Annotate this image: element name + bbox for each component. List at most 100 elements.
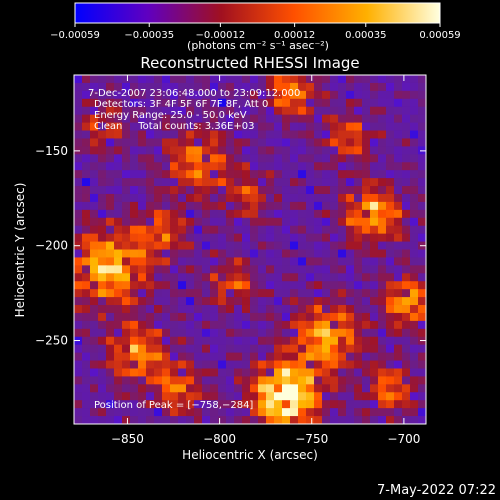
heatmap-cell [98,146,107,155]
heatmap-cell [306,320,315,330]
heatmap-cell [410,400,419,409]
heatmap-cell [122,106,131,116]
heatmap-cell [194,217,203,227]
heatmap-cell [282,82,291,92]
heatmap-cell [250,233,259,243]
heatmap-cell [378,233,387,243]
heatmap-cell [250,392,259,401]
heatmap-cell [138,416,147,424]
heatmap-cell [346,289,355,298]
heatmap-cell [242,138,251,147]
heatmap-cell [354,90,363,100]
heatmap-cell [74,344,83,354]
heatmap-cell [402,106,411,116]
heatmap-cell [402,312,411,322]
heatmap-cell [290,106,299,116]
heatmap-cell [282,344,291,354]
heatmap-cell [370,225,379,235]
heatmap-cell [194,392,203,401]
heatmap-cell [178,138,187,147]
heatmap-cell [242,368,251,377]
heatmap-cell [314,162,323,171]
heatmap-cell [98,138,107,147]
colorbar-ticks: −0.00059 −0.00035 −0.00012 0.00012 0.00035 0.… [50,23,461,41]
heatmap-cell [274,289,283,298]
heatmap-cell [346,257,355,266]
heatmap-cell [290,257,299,266]
heatmap-cell [386,154,395,163]
heatmap-cell [362,154,371,163]
heatmap-cell [354,114,363,124]
heatmap-cell [186,193,195,203]
heatmap-cell [410,336,419,346]
heatmap-cell [154,106,163,116]
heatmap-cell [354,416,363,424]
heatmap-cell [226,392,235,401]
heatmap-cell [354,98,363,108]
heatmap-cell [418,400,426,409]
heatmap-cell [322,376,331,385]
heatmap-cell [418,297,426,306]
heatmap-cell [354,384,363,393]
heatmap-cell [338,225,347,235]
heatmap-cell [338,201,347,211]
heatmap-cell [418,320,426,330]
heatmap-cell [258,233,267,243]
heatmap-cell [186,106,195,116]
heatmap-cell [266,352,275,362]
heatmap-cell [74,305,83,314]
heatmap-cell [106,368,115,377]
heatmap-cell [186,273,195,282]
heatmap-cell [130,217,139,227]
heatmap-cell [154,82,163,92]
heatmap-cell [378,170,387,179]
heatmap-cell [106,336,115,346]
heatmap-cell [418,408,426,417]
heatmap-cell [338,376,347,385]
heatmap-cell [322,360,331,369]
heatmap-cell [362,257,371,266]
heatmap-cell [130,201,139,211]
heatmap-cell [186,130,195,139]
heatmap-cell [322,352,331,362]
heatmap-cell [122,376,131,385]
heatmap-cell [90,106,99,116]
heatmap-cell [330,114,339,124]
heatmap-cell [362,336,371,346]
heatmap-cell [146,336,155,346]
heatmap-cell [338,249,347,258]
heatmap-cell [354,146,363,155]
heatmap-cell [338,154,347,163]
heatmap-cell [226,305,235,314]
heatmap-cell [202,217,211,227]
x-axis-label: Heliocentric X (arcsec) [182,448,318,462]
heatmap-cell [170,122,179,132]
heatmap-cell [346,281,355,290]
heatmap-cell [194,408,203,417]
heatmap-cell [98,98,107,108]
heatmap-cell [346,82,355,92]
heatmap-cell [186,281,195,290]
heatmap-cell [154,241,163,250]
heatmap-cell [378,82,387,92]
heatmap-cell [218,170,227,179]
heatmap-cell [266,162,275,171]
heatmap-cell [146,305,155,314]
heatmap-cell [106,75,115,84]
heatmap-cell [130,305,139,314]
heatmap-cell [282,257,291,266]
heatmap-cell [122,273,131,282]
heatmap-cell [330,138,339,147]
heatmap-cell [346,328,355,338]
heatmap-cell [218,75,227,84]
heatmap-cell [162,106,171,116]
heatmap-cell [394,273,403,282]
heatmap-cell [178,344,187,354]
heatmap-cell [394,241,403,250]
heatmap-cell [114,98,123,108]
heatmap-cell [146,98,155,108]
heatmap-cell [122,336,131,346]
heatmap-cell [218,281,227,290]
heatmap-cell [338,289,347,298]
heatmap-cell [178,360,187,369]
